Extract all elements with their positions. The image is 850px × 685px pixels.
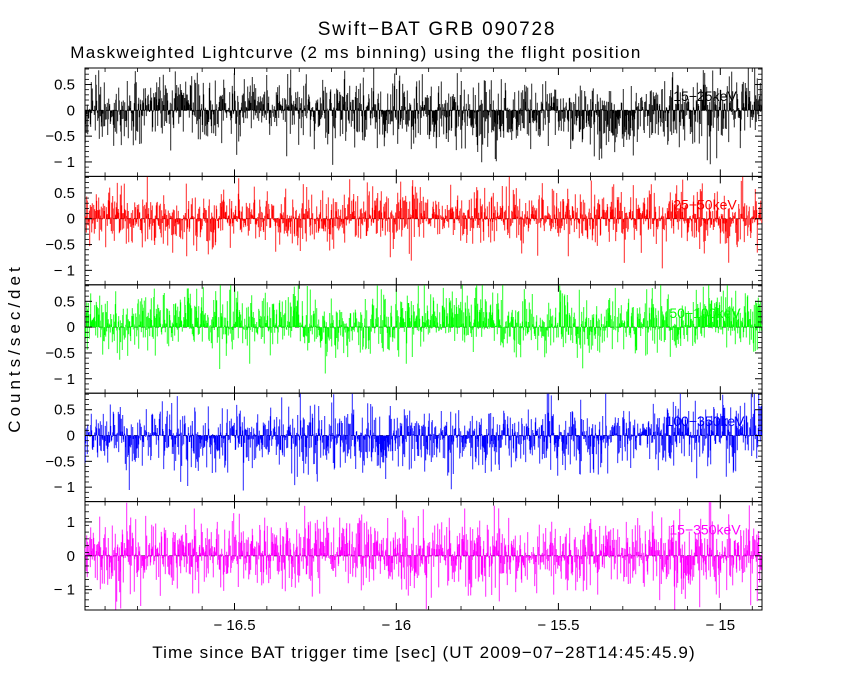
svg-text:−0.5: −0.5 (45, 237, 75, 254)
svg-text:− 1: − 1 (54, 262, 75, 279)
svg-text:0.5: 0.5 (54, 293, 75, 310)
svg-text:0: 0 (67, 211, 75, 228)
svg-text:− 16: − 16 (381, 617, 411, 634)
svg-text:− 1: − 1 (54, 371, 75, 388)
svg-text:− 15: − 15 (705, 617, 735, 634)
svg-text:0.5: 0.5 (54, 77, 75, 94)
svg-text:Swift−BAT GRB 090728: Swift−BAT GRB 090728 (318, 19, 557, 40)
svg-text:0: 0 (67, 102, 75, 119)
svg-text:−0.5: −0.5 (45, 453, 75, 470)
svg-text:− 16.5: − 16.5 (213, 617, 255, 634)
svg-text:1: 1 (67, 514, 75, 531)
svg-text:0: 0 (67, 428, 75, 445)
svg-text:0.5: 0.5 (54, 402, 75, 419)
svg-text:− 15.5: − 15.5 (537, 617, 579, 634)
svg-text:0: 0 (67, 548, 75, 565)
svg-text:Counts/sec/det: Counts/sec/det (5, 263, 24, 432)
svg-text:− 1: − 1 (54, 479, 75, 496)
svg-text:Maskweighted Lightcurve (2 ms: Maskweighted Lightcurve (2 ms binning) u… (70, 43, 642, 62)
svg-text:−0.5: −0.5 (45, 128, 75, 145)
svg-text:−0.5: −0.5 (45, 345, 75, 362)
svg-text:− 1: − 1 (54, 582, 75, 599)
svg-text:Time since BAT trigger time [s: Time since BAT trigger time [sec] (UT 20… (152, 643, 696, 662)
svg-text:0: 0 (67, 319, 75, 336)
svg-text:− 1: − 1 (54, 154, 75, 171)
svg-text:0.5: 0.5 (54, 185, 75, 202)
